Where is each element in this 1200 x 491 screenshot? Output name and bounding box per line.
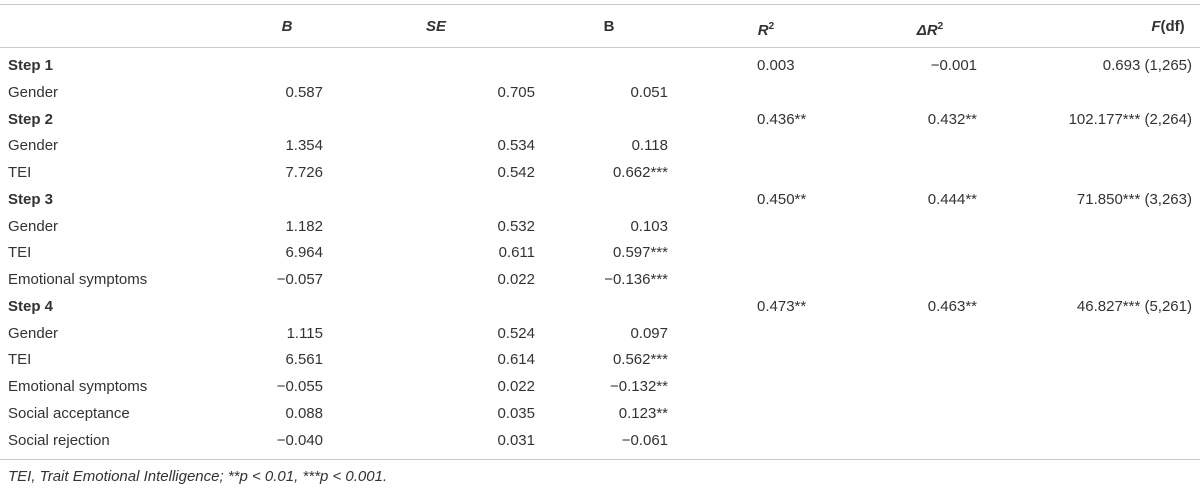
header-rule (0, 47, 1200, 48)
header-sup: 2 (768, 21, 775, 32)
table-note: TEI, Trait Emotional Intelligence; **p <… (8, 468, 388, 485)
table-cell: 0.705 (497, 83, 535, 101)
table-cell: 0.444** (927, 190, 977, 208)
table-cell: 0.097 (630, 324, 668, 342)
header-cell: B (604, 18, 615, 36)
table-cell: Step 3 (8, 190, 54, 208)
bottom-rule (0, 459, 1200, 460)
table-cell: 6.964 (285, 244, 323, 262)
table-cell: 0.003 (757, 57, 795, 74)
header-text: B (603, 18, 615, 35)
table-cell: Gender (8, 217, 59, 235)
table-cell: 1.115 (286, 324, 323, 342)
table-cell: 0.562*** (612, 351, 668, 369)
table-cell: 0.103 (630, 217, 668, 235)
table-cell: 0.088 (285, 404, 323, 422)
table-cell: 0.031 (497, 431, 535, 449)
table-cell: 0.051 (630, 83, 668, 101)
header-cell: ΔR2 (917, 18, 943, 40)
table-cell: 0.542 (497, 164, 535, 181)
table-cell: 0.693 (1,265) (1102, 57, 1192, 74)
table-cell: −0.136*** (604, 271, 668, 288)
header-cell: B (282, 18, 293, 36)
table-cell: −0.057 (276, 271, 323, 288)
table-cell: 0.611 (498, 244, 535, 262)
table-cell: Step 1 (8, 57, 54, 74)
table-cell: 0.118 (631, 137, 668, 155)
table-cell: 0.035 (497, 404, 535, 422)
header-text: (df) (1160, 18, 1185, 35)
table-cell: 7.726 (285, 164, 323, 181)
table-cell: TEI (8, 244, 32, 262)
table-cell: 1.182 (285, 217, 323, 235)
table-cell: 0.022 (497, 378, 535, 395)
table-cell: 0.614 (497, 351, 535, 369)
table-cell: 6.561 (285, 351, 323, 369)
table-cell: Social rejection (8, 431, 110, 449)
table-cell: 0.532 (497, 217, 535, 235)
table-cell: 46.827*** (5,261) (1076, 297, 1192, 315)
table-cell: −0.040 (276, 431, 323, 449)
table-cell: TEI (8, 351, 32, 369)
table-cell: 0.463** (927, 297, 977, 315)
header-text: SE (425, 18, 447, 35)
table-cell: 0.597*** (612, 244, 668, 262)
table-cell: 71.850*** (3,263) (1076, 190, 1192, 208)
table-cell: Gender (8, 137, 59, 155)
header-text: F (1151, 18, 1161, 35)
table-cell: 0.450** (757, 190, 807, 208)
table-cell: 102.177*** (2,264) (1068, 110, 1192, 128)
table-cell: Step 4 (8, 297, 54, 315)
table-cell: Emotional symptoms (8, 378, 148, 395)
table-cell: 0.432** (927, 110, 977, 128)
header-cell: SE (426, 18, 446, 36)
table-cell: 0.436** (757, 110, 807, 128)
header-text: B (281, 18, 293, 35)
table-cell: Gender (8, 324, 59, 342)
table-cell: 0.534 (497, 137, 535, 155)
table-cell: Social acceptance (8, 404, 130, 422)
header-text: ΔR (916, 22, 938, 39)
table-cell: −0.001 (930, 57, 977, 74)
table-cell: −0.055 (276, 378, 323, 395)
table-cell: 0.473** (757, 297, 807, 315)
header-cell: F(df) (1151, 18, 1184, 36)
table-cell: 0.022 (497, 271, 535, 288)
table-cell: 0.524 (497, 324, 535, 342)
table-cell: −0.132** (610, 378, 668, 395)
table-cell: Step 2 (8, 110, 54, 128)
top-rule (0, 4, 1200, 5)
table-cell: TEI (8, 164, 32, 181)
table-cell: 0.123** (618, 404, 668, 422)
table-cell: 0.662*** (612, 164, 668, 181)
table-cell: −0.061 (621, 431, 668, 449)
header-text: R (757, 22, 769, 39)
table-cell: Emotional symptoms (8, 271, 148, 288)
table-cell: 1.354 (285, 137, 323, 155)
header-cell: R2 (758, 18, 774, 40)
header-sup: 2 (937, 21, 944, 32)
table-cell: 0.587 (285, 83, 323, 101)
table-cell: Gender (8, 83, 59, 101)
